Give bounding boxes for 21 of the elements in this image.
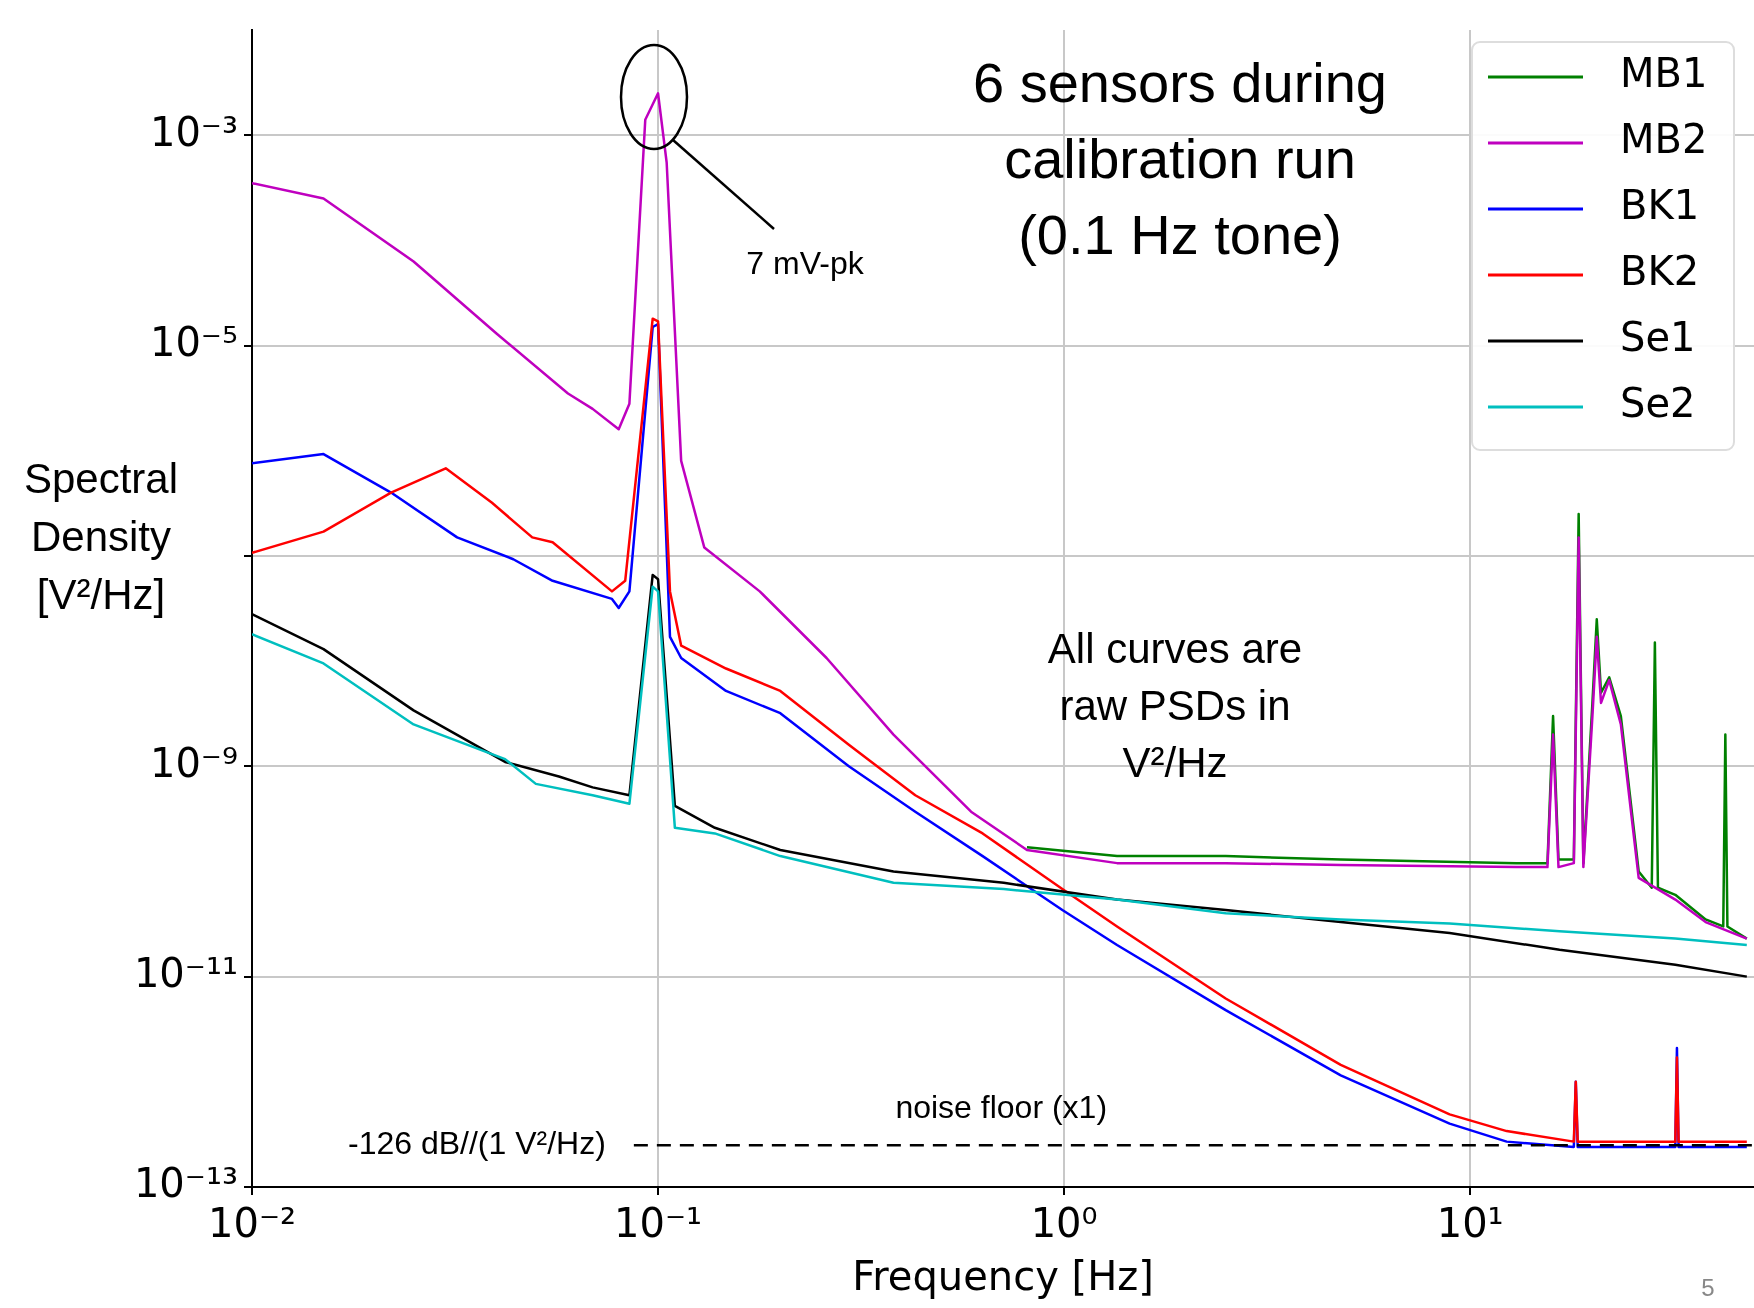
y-tick-label: 10⁻¹¹ [133, 950, 238, 997]
y-tick-label: 10⁻⁹ [149, 739, 238, 786]
annotation: 6 sensors during calibration run (0.1 Hz tone) [972, 51, 1388, 267]
annotation: All curves are raw PSDs in V²/Hz [1047, 624, 1303, 786]
y-tick-label: 10⁻⁵ [149, 318, 238, 365]
legend-label: Se2 [1620, 380, 1696, 427]
y-tick-label: 10⁻³ [149, 108, 238, 155]
x-tick-label: 10¹ [1436, 1200, 1504, 1247]
legend-label: Se1 [1620, 314, 1696, 361]
y-axis-title: Spectral Density [V²/Hz] [23, 454, 179, 618]
legend-label: BK2 [1620, 248, 1700, 295]
x-tick-label: 10⁻¹ [614, 1200, 703, 1247]
legend-label: MB1 [1620, 50, 1708, 97]
x-axis-title: Frequency [Hz] [852, 1253, 1154, 1300]
annotation: 7 mV-pk [746, 244, 865, 281]
annotation: noise floor (x1) [895, 1088, 1108, 1125]
x-tick-label: 10⁰ [1030, 1200, 1098, 1247]
text: 5 [1701, 1273, 1715, 1301]
legend-label: BK1 [1620, 182, 1700, 229]
legend-label: MB2 [1620, 116, 1708, 163]
ref-line-label: -126 dB//(1 V²/Hz) [348, 1124, 606, 1161]
